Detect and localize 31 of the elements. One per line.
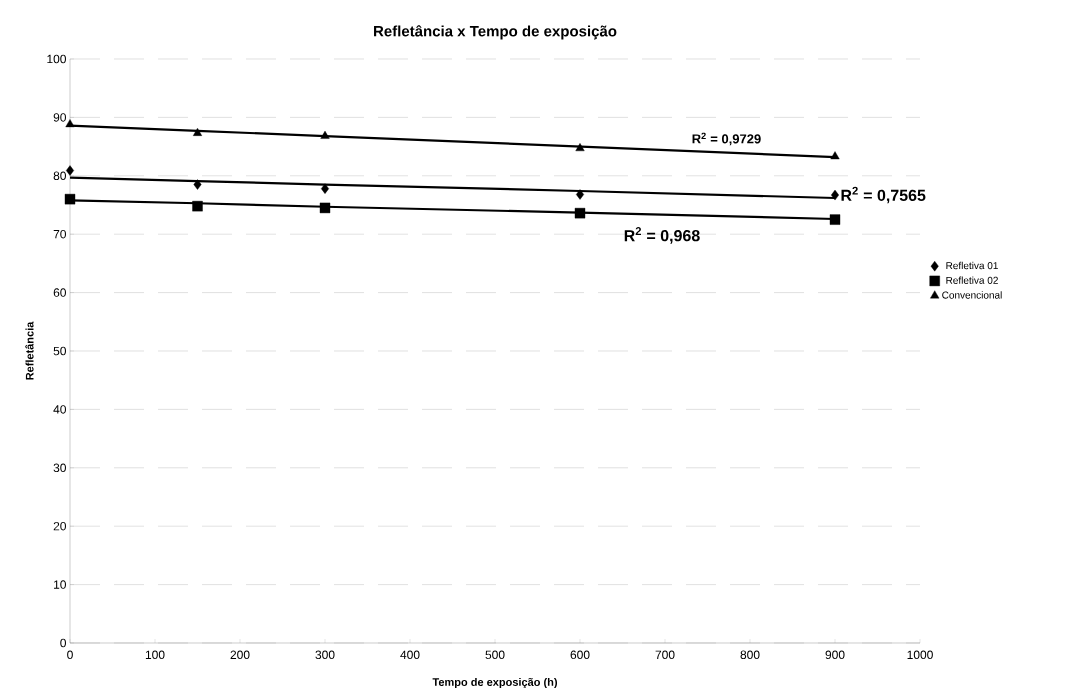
y-tick-label: 90 bbox=[53, 113, 66, 122]
x-tick-label: 0 bbox=[67, 650, 73, 660]
x-tick-label: 800 bbox=[740, 650, 760, 660]
y-axis-title: Refletância bbox=[25, 321, 34, 380]
y-tick-label: 40 bbox=[53, 405, 66, 414]
annotation: R$^{2}$ = 0,7565 bbox=[841, 186, 926, 204]
y-tick-label: 100 bbox=[47, 54, 66, 64]
y-tick-label: 20 bbox=[53, 521, 66, 531]
y-tick-label: 70 bbox=[53, 229, 66, 239]
x-tick-label: 400 bbox=[400, 650, 420, 660]
x-tick-label: 900 bbox=[825, 650, 845, 660]
y-tick-label: 80 bbox=[53, 171, 66, 181]
y-tick-label: 0 bbox=[60, 638, 67, 648]
y-tick-label: 30 bbox=[53, 463, 66, 473]
chart-title: Refletância x Tempo de exposição bbox=[374, 25, 617, 40]
x-tick-label: 100 bbox=[145, 650, 165, 660]
x-tick-label: 300 bbox=[315, 650, 335, 660]
x-tick-label: 1000 bbox=[907, 650, 933, 660]
legend-label: Refletiva 02 bbox=[946, 276, 998, 284]
legend-label: Convencional bbox=[942, 291, 1002, 299]
y-tick-label: 60 bbox=[53, 288, 66, 297]
x-axis-title: Tempo de exposição (h) bbox=[432, 677, 558, 688]
annotation: R$^{2}$ = 0,968 bbox=[624, 227, 700, 244]
x-tick-label: 500 bbox=[485, 650, 505, 660]
y-tick-label: 50 bbox=[53, 346, 66, 356]
x-tick-label: 200 bbox=[230, 650, 250, 660]
x-tick-label: 700 bbox=[655, 650, 675, 660]
x-tick-label: 600 bbox=[570, 650, 590, 660]
y-tick-label: 10 bbox=[54, 580, 66, 589]
legend-label: Refletiva 01 bbox=[946, 261, 998, 270]
annotation: R$^{2}$ = 0,9729 bbox=[692, 132, 761, 146]
